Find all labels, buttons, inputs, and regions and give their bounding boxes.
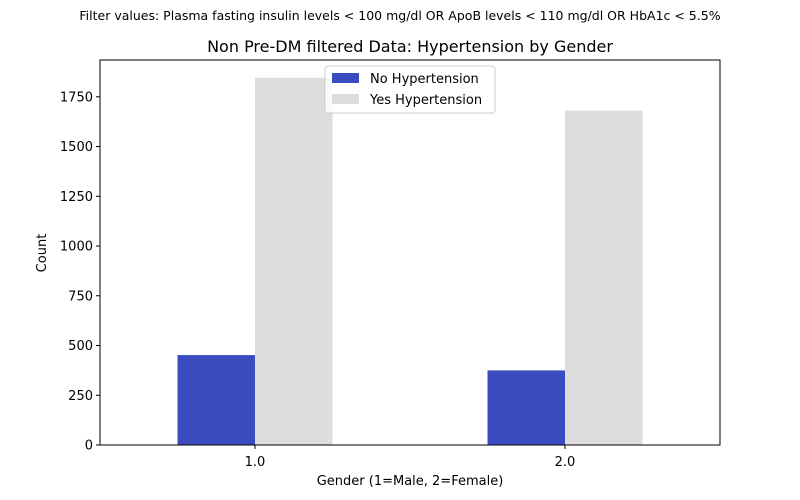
figure-suptitle: Filter values: Plasma fasting insulin le… [79,8,721,23]
x-axis-label: Gender (1=Male, 2=Female) [317,474,504,489]
x-tick-label: 2.0 [555,455,576,470]
x-tick-label: 1.0 [245,455,266,470]
bar-0-1 [487,370,565,445]
y-tick-label: 1000 [60,240,93,255]
bars-layer [177,77,643,445]
y-tick-label: 500 [68,339,93,354]
y-tick-label: 1750 [60,90,93,105]
y-tick-label: 750 [68,289,93,304]
y-axis: 0 250 500 750 1000 1250 1500 1750 [60,90,100,454]
plot-frame [99,59,721,446]
y-tick-label: 1500 [60,140,93,155]
bar-1-1 [565,110,643,445]
legend-label: No Hypertension [370,72,479,87]
chart-title: Non Pre-DM filtered Data: Hypertension b… [207,37,613,56]
bar-0-0 [177,355,255,445]
legend: No Hypertension Yes Hypertension [324,65,496,114]
y-tick-label: 0 [85,439,93,454]
legend-label: Yes Hypertension [369,93,482,108]
legend-frame [324,65,496,114]
x-axis: 1.0 2.0 [245,445,576,470]
legend-swatch [332,73,359,83]
y-axis-label: Count [35,234,50,273]
bar-1-0 [255,77,333,445]
legend-swatch [332,94,359,104]
y-tick-label: 250 [68,389,93,404]
y-tick-label: 1250 [60,190,93,205]
